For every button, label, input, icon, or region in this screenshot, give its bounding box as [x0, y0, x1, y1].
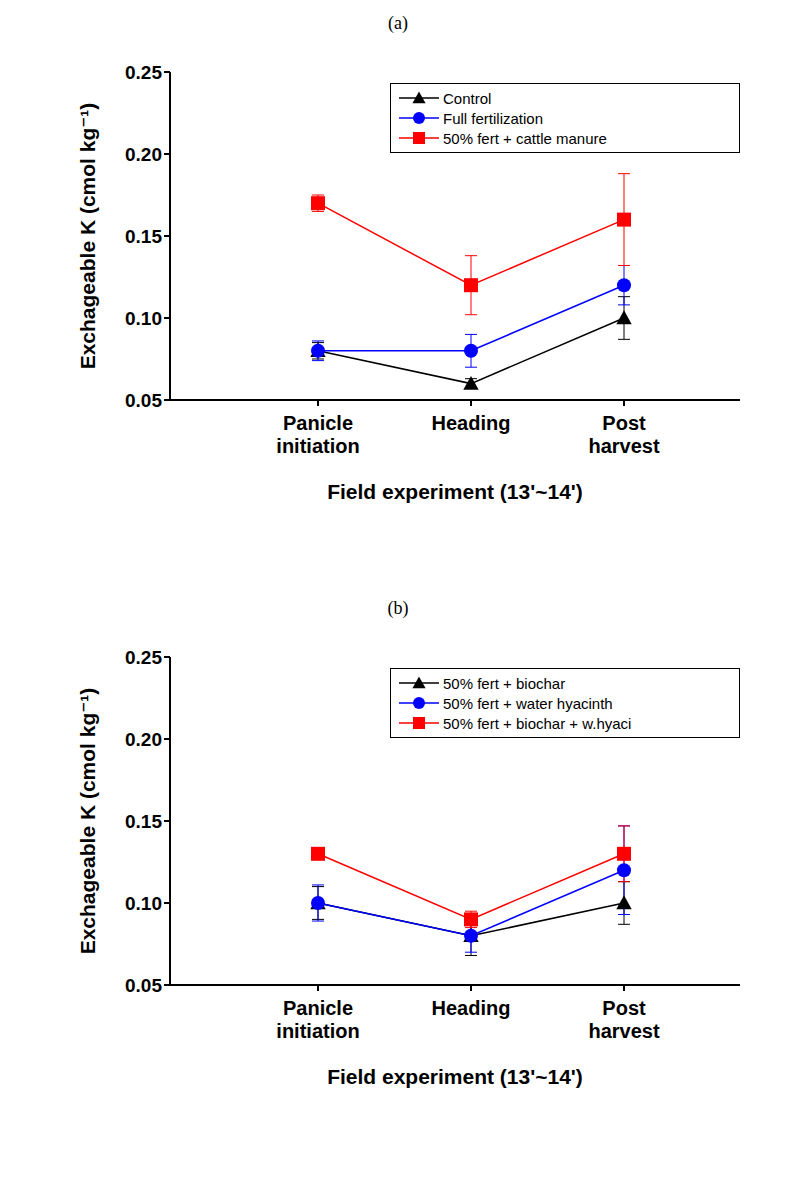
svg-text:Field experiment (13'~14'): Field experiment (13'~14')	[327, 1065, 583, 1088]
html-text:(b): (b)	[387, 598, 409, 618]
svg-text:0.20: 0.20	[125, 729, 162, 750]
svg-text:Exchageable K (cmol kg⁻¹): Exchageable K (cmol kg⁻¹)	[76, 103, 99, 370]
html-text:Full fertilization: Full fertilization	[443, 109, 543, 127]
svg-text:0.10: 0.10	[125, 308, 162, 329]
svg-text:0.25: 0.25	[125, 647, 162, 668]
svg-text:0.20: 0.20	[125, 144, 162, 165]
svg-text:Panicleinitiation: Panicleinitiation	[276, 997, 359, 1042]
html-text:50% fert + biochar: 50% fert + biochar	[443, 674, 566, 692]
svg-text:Field experiment (13'~14'): Field experiment (13'~14')	[327, 480, 583, 503]
svg-text:Panicleinitiation: Panicleinitiation	[276, 412, 359, 457]
html-text:50% fert + cattle manure: 50% fert + cattle manure	[443, 129, 607, 147]
svg-text:0.25: 0.25	[125, 62, 162, 83]
svg-text:0.15: 0.15	[125, 226, 162, 247]
svg-text:0.10: 0.10	[125, 893, 162, 914]
svg-text:0.05: 0.05	[125, 390, 162, 411]
html-text:Control: Control	[443, 89, 492, 107]
html-text:50% fert + water hyacinth: 50% fert + water hyacinth	[443, 694, 613, 712]
svg-text:0.15: 0.15	[125, 811, 162, 832]
html-text:50% fert + biochar + w.hyaci: 50% fert + biochar + w.hyaci	[443, 714, 632, 732]
svg-text:Postharvest: Postharvest	[588, 997, 659, 1042]
svg-text:0.05: 0.05	[125, 975, 162, 996]
svg-text:Postharvest: Postharvest	[588, 412, 659, 457]
html-text:(a): (a)	[388, 13, 408, 33]
svg-text:Heading: Heading	[432, 997, 511, 1019]
svg-text:Exchageable K (cmol kg⁻¹): Exchageable K (cmol kg⁻¹)	[76, 688, 99, 955]
svg-text:Heading: Heading	[432, 412, 511, 434]
